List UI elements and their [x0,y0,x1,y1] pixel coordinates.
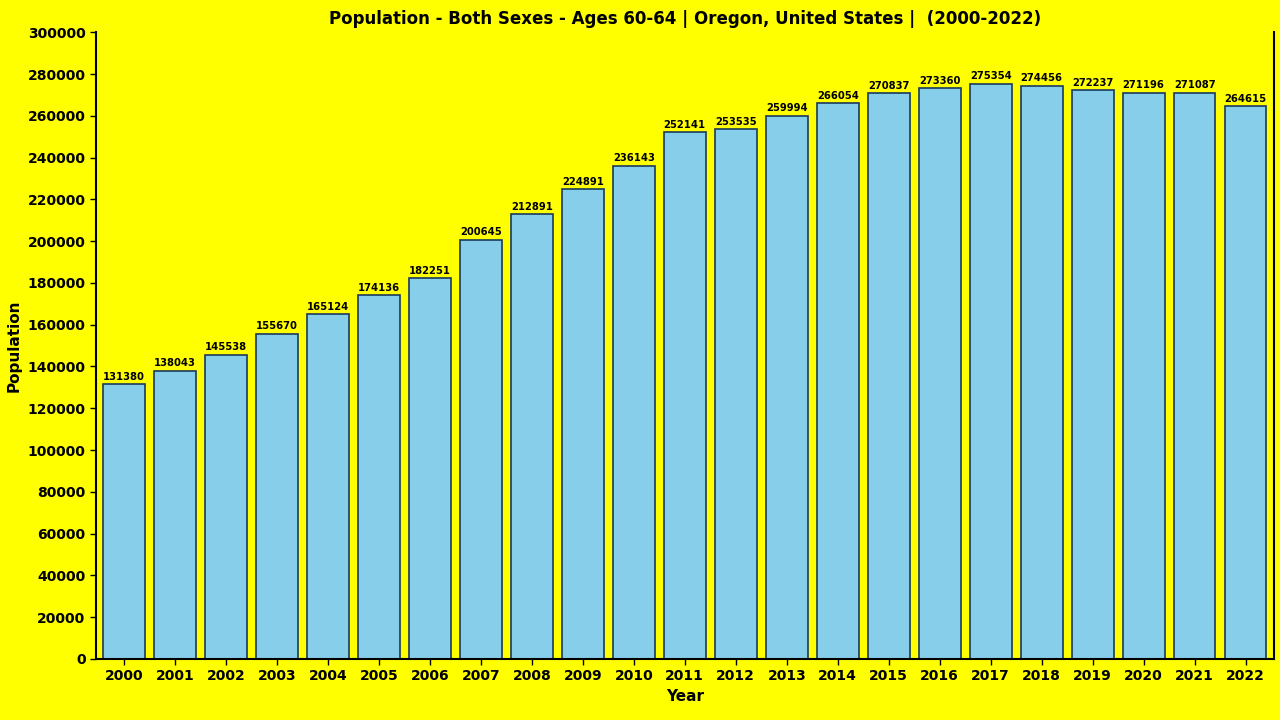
Bar [410,278,451,659]
Bar [714,130,756,659]
Bar [307,314,349,659]
Text: 155670: 155670 [256,321,298,331]
Bar [765,116,808,659]
Text: 271196: 271196 [1123,80,1165,90]
Bar [511,215,553,659]
Bar [970,84,1011,659]
Text: 273360: 273360 [919,76,960,86]
Bar [256,334,298,659]
Text: 259994: 259994 [765,104,808,114]
Text: 271087: 271087 [1174,80,1216,90]
Text: 224891: 224891 [562,176,604,186]
X-axis label: Year: Year [666,689,704,703]
Text: 200645: 200645 [460,228,502,238]
Text: 236143: 236143 [613,153,655,163]
Title: Population - Both Sexes - Ages 60-64 | Oregon, United States |  (2000-2022): Population - Both Sexes - Ages 60-64 | O… [329,10,1041,28]
Bar [1020,86,1062,659]
Bar [868,94,910,659]
Text: 266054: 266054 [817,91,859,101]
Bar [460,240,502,659]
Y-axis label: Population: Population [6,300,22,392]
Text: 252141: 252141 [664,120,705,130]
Text: 272237: 272237 [1073,78,1114,88]
Text: 174136: 174136 [358,283,399,293]
Text: 274456: 274456 [1020,73,1062,84]
Bar [104,384,145,659]
Bar [1071,91,1114,659]
Bar [205,355,247,659]
Bar [1123,93,1165,659]
Bar [358,295,399,659]
Text: 270837: 270837 [868,81,909,91]
Bar [817,103,859,659]
Text: 212891: 212891 [511,202,553,212]
Bar [664,132,705,659]
Text: 138043: 138043 [154,358,196,368]
Bar [154,371,196,659]
Bar [562,189,604,659]
Bar [613,166,655,659]
Text: 165124: 165124 [307,302,349,312]
Text: 253535: 253535 [716,117,756,127]
Text: 145538: 145538 [205,343,247,352]
Text: 264615: 264615 [1225,94,1267,104]
Bar [919,88,960,659]
Bar [1225,107,1266,659]
Text: 182251: 182251 [408,266,451,276]
Text: 131380: 131380 [104,372,145,382]
Bar [1174,93,1216,659]
Text: 275354: 275354 [970,71,1011,81]
